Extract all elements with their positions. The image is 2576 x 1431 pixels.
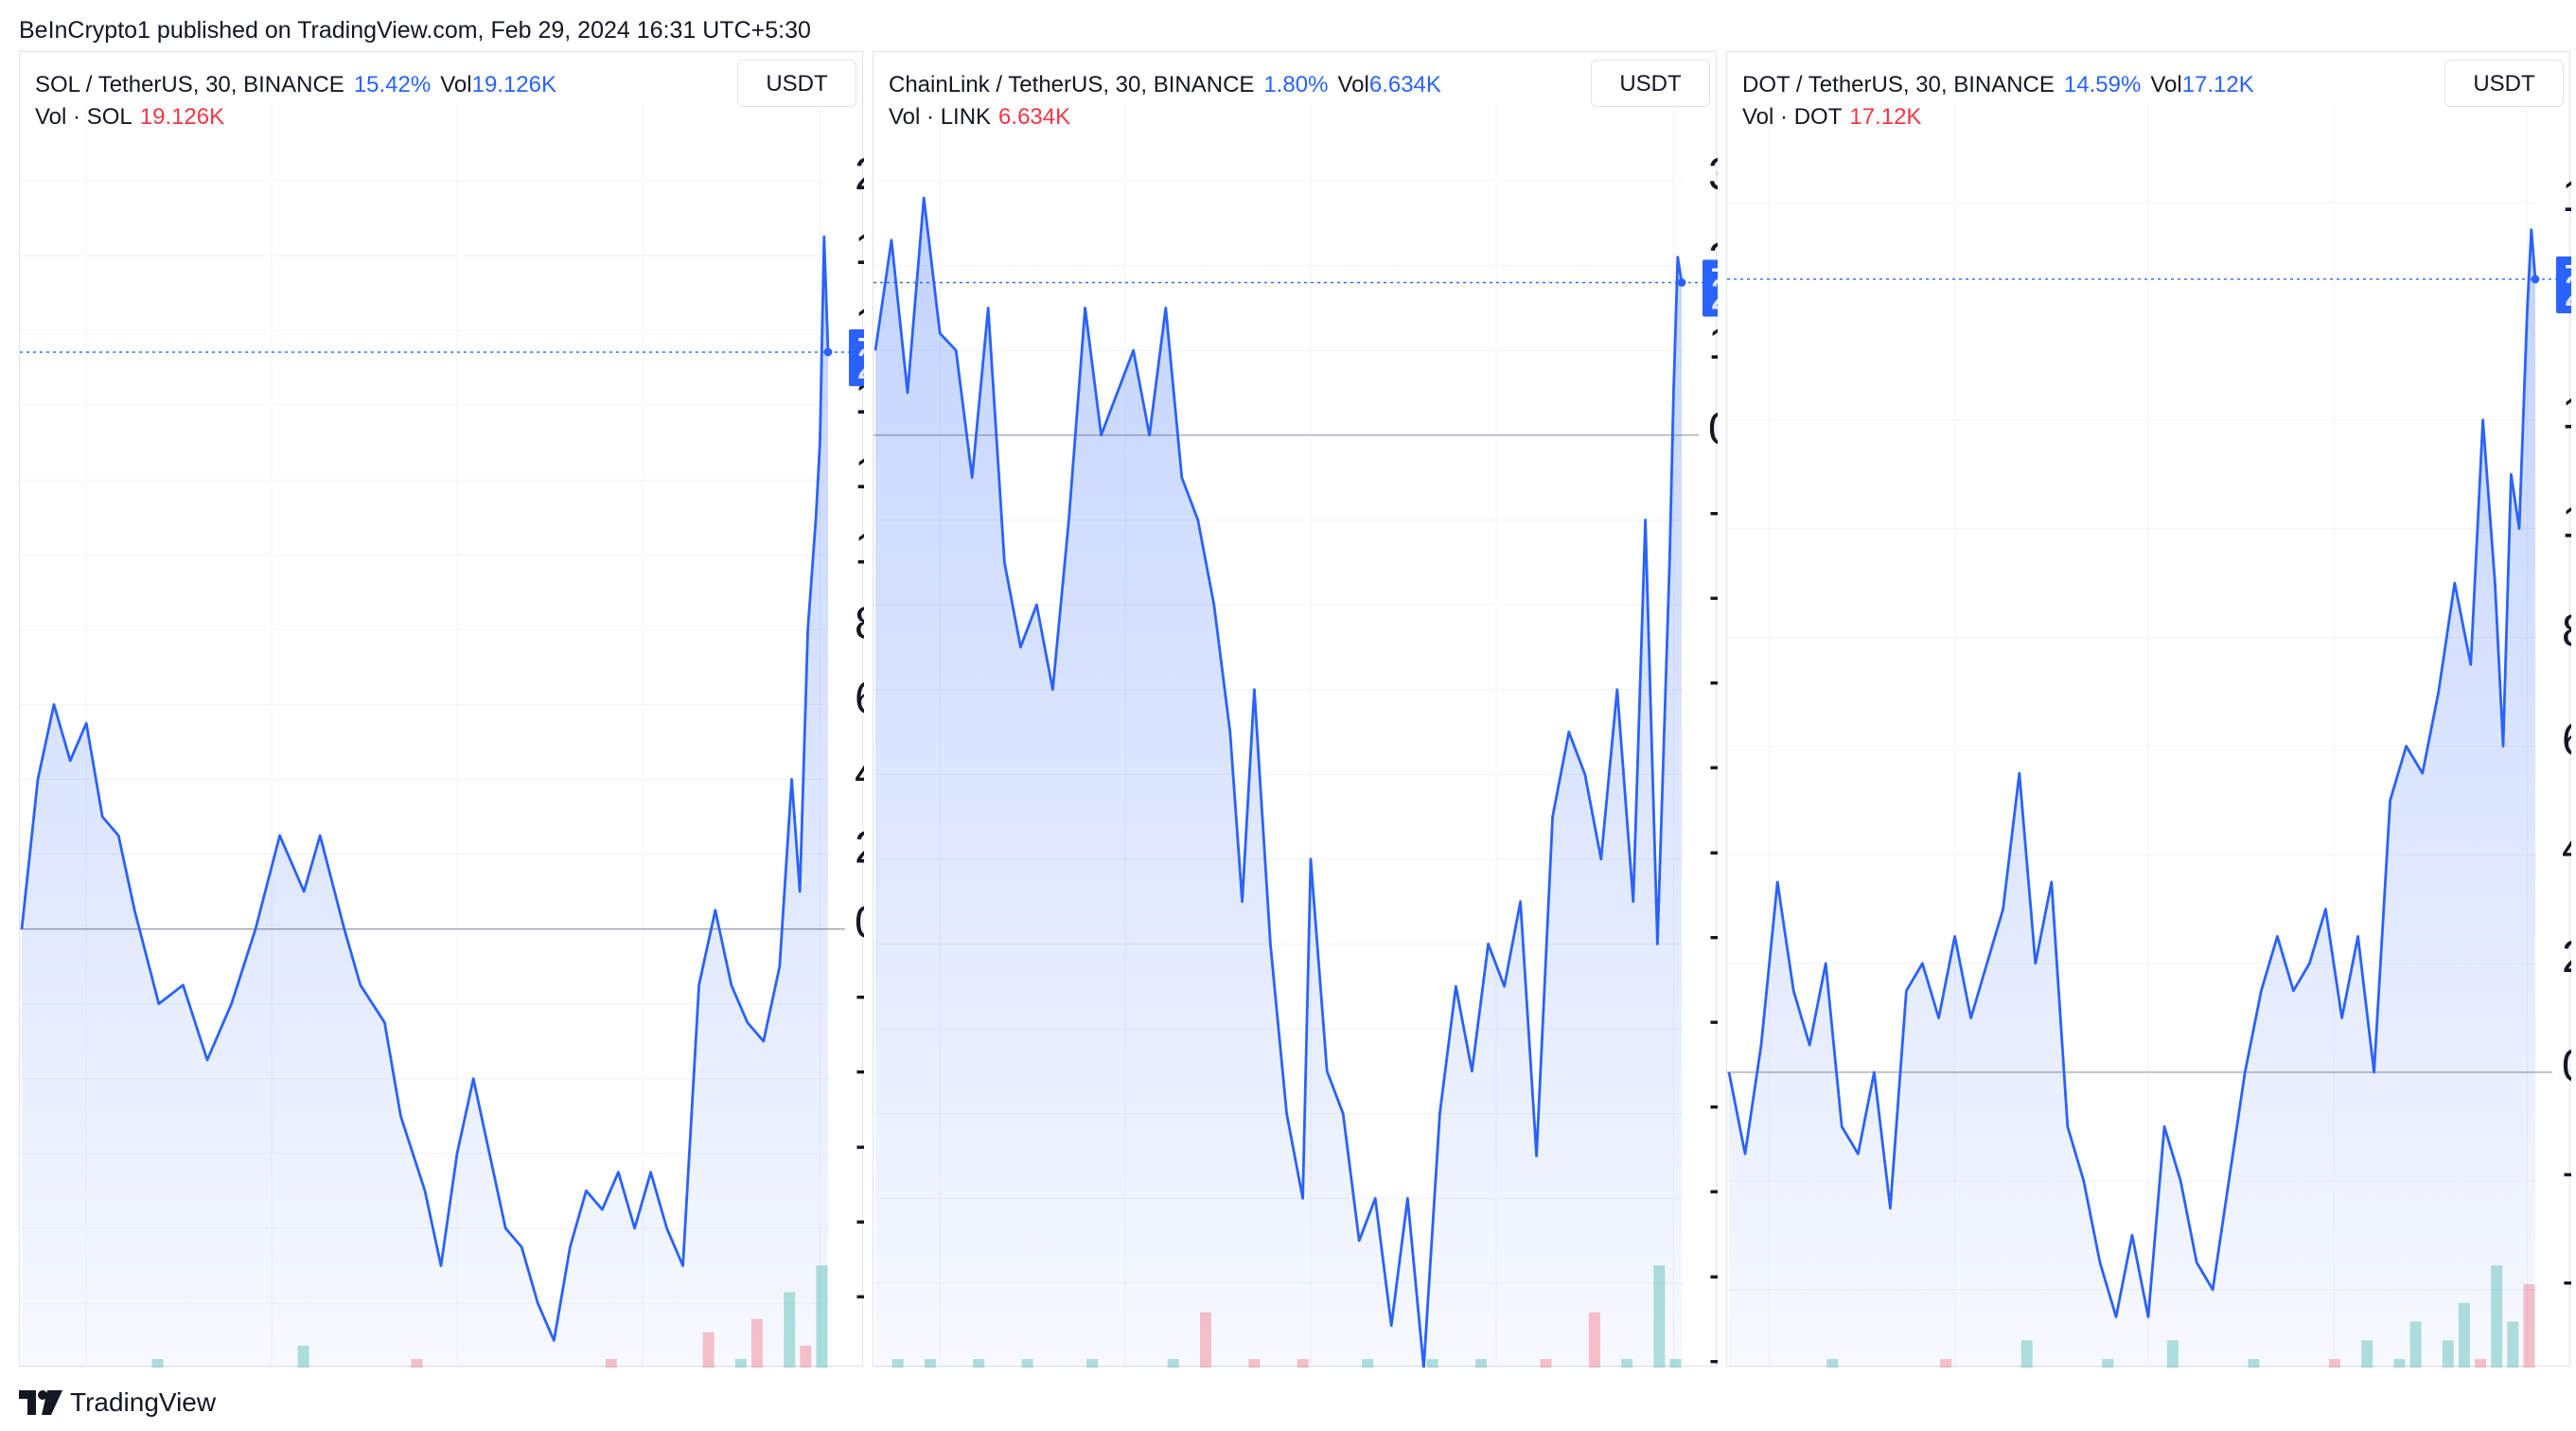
y-tick-label: 4.00% bbox=[2562, 823, 2571, 874]
tradingview-logo-text: TradingView bbox=[70, 1387, 217, 1417]
legend-link: ChainLink / TetherUS, 30, BINANCE 1.80% Vo… bbox=[889, 69, 1441, 133]
y-tick-label: −11.00% bbox=[1708, 1336, 1718, 1368]
legend-symbol: DOT / TetherUS, 30, BINANCE bbox=[1742, 72, 2055, 97]
legend-vol-label: Vol bbox=[2150, 72, 2182, 97]
y-tick-label: 3.00% bbox=[1708, 150, 1718, 200]
last-price-dot bbox=[1677, 278, 1686, 287]
legend-vol-label: Vol bbox=[1337, 72, 1369, 97]
y-tick-label: −5.00% bbox=[1708, 828, 1718, 878]
currency-button[interactable]: USDT bbox=[1591, 60, 1710, 107]
last-price-badge bbox=[2556, 256, 2571, 313]
y-tick-label: 0.00% bbox=[2562, 1041, 2571, 1091]
legend-vol-value: 19.126K bbox=[471, 72, 557, 97]
tradingview-logo[interactable]: TradingView bbox=[19, 1384, 216, 1422]
y-tick-label: 18.00% bbox=[855, 224, 864, 274]
y-tick-label: −4.00% bbox=[2562, 1259, 2571, 1309]
y-tick-label: −2.00% bbox=[1708, 574, 1718, 624]
y-tick-label: −7.00% bbox=[1708, 998, 1718, 1048]
currency-button[interactable]: USDT bbox=[737, 60, 856, 107]
y-tick-label: 6.00% bbox=[2562, 715, 2571, 765]
y-tick-label: 2.00% bbox=[2562, 932, 2571, 982]
y-tick-label: 10.00% bbox=[855, 523, 864, 574]
legend-vol-row-label: Vol · LINK bbox=[889, 104, 992, 130]
chart-group: 3.00% 2.00% 1.00% 0.00% −1.00% −2.00% −3.00% −4… bbox=[873, 105, 1718, 1368]
chart-panel-link[interactable]: 3.00% 2.00% 1.00% 0.00% −1.00% −2.00% −3.00% −4… bbox=[873, 51, 1718, 1368]
currency-button[interactable]: USDT bbox=[2444, 60, 2564, 107]
y-tick-label: −2.00% bbox=[855, 973, 864, 1023]
legend-vol-row-label: Vol · SOL bbox=[35, 104, 132, 130]
chart-svg-sol: 20.00% 18.00% 16.00% 14.00% 12.00% 10.00% 8.00… bbox=[20, 105, 864, 1368]
chart-panel-sol[interactable]: 20.00% 18.00% 16.00% 14.00% 12.00% 10.00% 8.00… bbox=[19, 51, 864, 1368]
y-tick-label: 8.00% bbox=[855, 598, 864, 648]
legend-symbol: ChainLink / TetherUS, 30, BINANCE bbox=[889, 72, 1255, 97]
last-price-badge bbox=[849, 329, 864, 387]
y-tick-label: −6.00% bbox=[1708, 912, 1718, 963]
last-price-badge-timer: 28:13 bbox=[1710, 270, 1718, 319]
price-line bbox=[20, 235, 830, 1342]
legend-vol-label: Vol bbox=[440, 72, 472, 97]
y-tick-label: 10.00% bbox=[2562, 498, 2571, 548]
price-area bbox=[875, 198, 1682, 1368]
last-price-dot bbox=[2531, 274, 2540, 284]
y-tick-label: −2.00% bbox=[2562, 1150, 2571, 1200]
legend-change: 14.59% bbox=[2063, 72, 2142, 97]
y-tick-label: −4.00% bbox=[1708, 743, 1718, 793]
y-tick-label: −10.00% bbox=[1708, 1252, 1718, 1302]
y-tick-label: −9.00% bbox=[1708, 1167, 1718, 1217]
price-area bbox=[1729, 229, 2535, 1368]
legend-vol-value: 17.12K bbox=[2181, 72, 2254, 97]
legend-symbol: SOL / TetherUS, 30, BINANCE bbox=[35, 72, 344, 97]
y-tick-label: −12.00% bbox=[855, 1347, 864, 1368]
legend-change: 1.80% bbox=[1263, 72, 1329, 97]
chart-group: 16.00% 12.00% 10.00% 8.00% 6.00% 4.00% 2.00% 0.… bbox=[1727, 105, 2571, 1368]
y-tick-label: −4.00% bbox=[855, 1048, 864, 1098]
legend-vol-row-label: Vol · DOT bbox=[1742, 104, 1843, 130]
price-line bbox=[1727, 228, 2537, 1318]
y-tick-label: 6.00% bbox=[855, 673, 864, 723]
y-tick-label: −1.00% bbox=[1708, 488, 1718, 539]
y-tick-label: 12.00% bbox=[855, 449, 864, 499]
last-price-dot bbox=[823, 347, 833, 357]
y-tick-label: 12.00% bbox=[2562, 389, 2571, 439]
y-tick-label: 16.00% bbox=[2562, 171, 2571, 221]
price-area bbox=[22, 237, 828, 1368]
y-tick-label: −10.00% bbox=[855, 1272, 864, 1322]
price-line bbox=[873, 196, 1684, 1368]
y-tick-label: 1.00% bbox=[1708, 319, 1718, 369]
last-price-badge bbox=[1703, 259, 1718, 317]
y-tick-label: 4.00% bbox=[855, 748, 864, 798]
y-tick-label: −3.00% bbox=[1708, 659, 1718, 709]
legend-vol-row-value: 19.126K bbox=[139, 104, 225, 130]
chart-svg-link: 3.00% 2.00% 1.00% 0.00% −1.00% −2.00% −3.00% −4… bbox=[873, 105, 1718, 1368]
last-price-badge-timer: 28:13 bbox=[2564, 266, 2571, 315]
last-price-badge-value: +14.59% bbox=[2564, 241, 2571, 291]
y-tick-label: 20.00% bbox=[855, 150, 864, 200]
y-tick-label: 0.00% bbox=[1708, 404, 1718, 454]
y-tick-label: 8.00% bbox=[2562, 606, 2571, 656]
last-price-badge-timer: 28:13 bbox=[856, 339, 864, 388]
publish-line: BeInCrypto1 published on TradingView.com… bbox=[19, 17, 811, 44]
chart-panel-dot[interactable]: 16.00% 12.00% 10.00% 8.00% 6.00% 4.00% 2.00% 0.… bbox=[1726, 51, 2571, 1368]
legend-vol-value: 6.634K bbox=[1368, 72, 1441, 97]
chart-group: 20.00% 18.00% 16.00% 14.00% 12.00% 10.00% 8.00… bbox=[20, 105, 864, 1368]
last-price-badge-value: +15.42% bbox=[856, 314, 864, 363]
y-tick-label: 2.00% bbox=[855, 823, 864, 874]
legend-sol: SOL / TetherUS, 30, BINANCE 15.42% Vol19.1… bbox=[35, 69, 556, 133]
chart-svg-dot: 16.00% 12.00% 10.00% 8.00% 6.00% 4.00% 2.00% 0.… bbox=[1727, 105, 2571, 1368]
tradingview-logo-icon bbox=[19, 1390, 62, 1415]
y-tick-label: −6.00% bbox=[855, 1122, 864, 1173]
y-tick-label: −8.00% bbox=[1708, 1083, 1718, 1133]
y-tick-label: 2.00% bbox=[1708, 235, 1718, 285]
y-tick-label: 14.00% bbox=[855, 374, 864, 424]
legend-change: 15.42% bbox=[353, 72, 432, 97]
legend-vol-row-value: 6.634K bbox=[998, 104, 1071, 130]
y-tick-label: 0.00% bbox=[855, 898, 864, 948]
legend-dot: DOT / TetherUS, 30, BINANCE 14.59% Vol17.1… bbox=[1742, 69, 2254, 133]
last-price-badge-value: +1.80% bbox=[1710, 245, 1718, 294]
y-tick-label: 16.00% bbox=[855, 299, 864, 349]
y-tick-label: −8.00% bbox=[855, 1197, 864, 1247]
legend-vol-row-value: 17.12K bbox=[1849, 104, 1922, 130]
